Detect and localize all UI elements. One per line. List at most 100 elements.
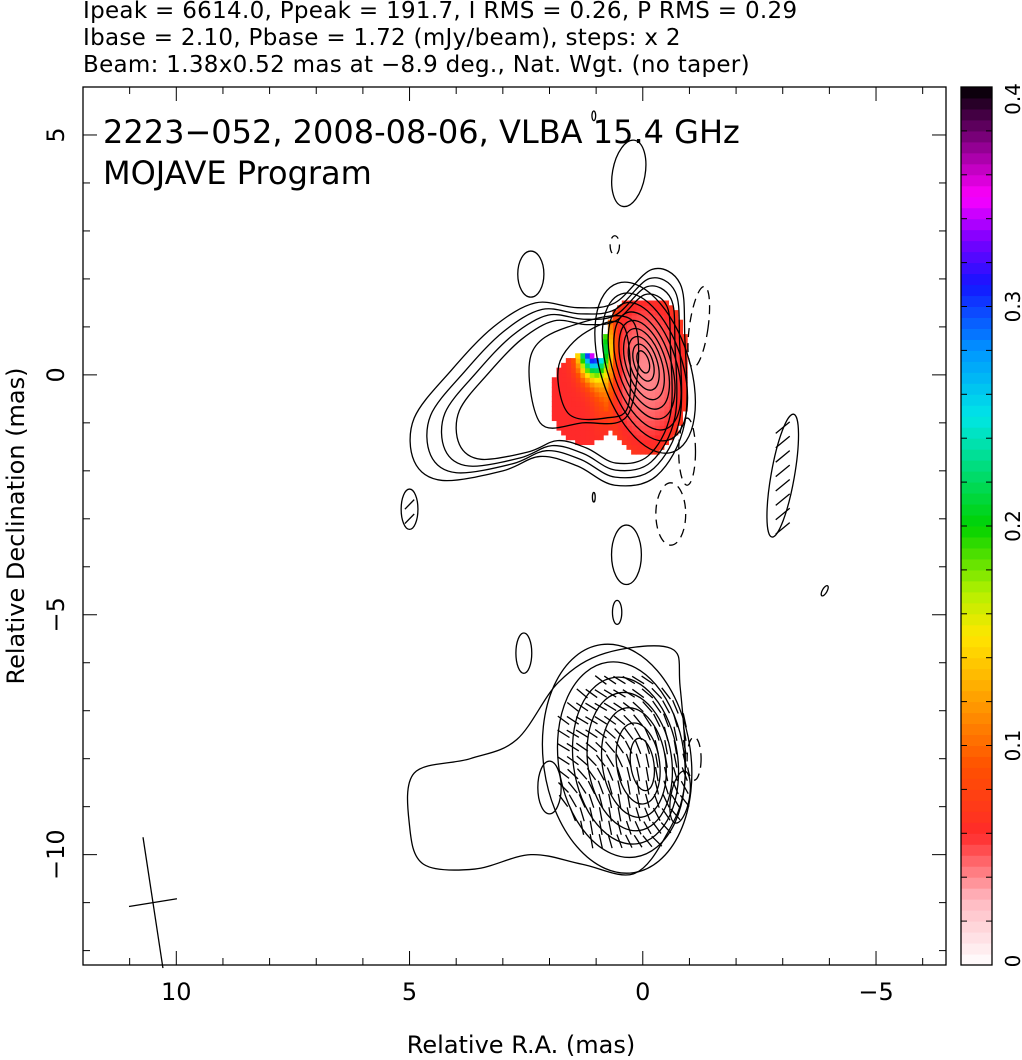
pol-pixel [640,434,646,441]
pol-pixel [579,434,586,441]
pol-pixel [551,386,558,393]
pol-pixel [561,406,567,412]
evpa-stick [672,766,679,782]
evpa-stick [672,713,679,728]
pol-pixel [673,396,679,402]
pol-pixel [575,401,581,407]
colorbar-swatch [961,822,992,834]
pol-pixel [579,430,586,436]
pol-pixel [677,338,684,345]
pol-pixel [617,430,623,436]
pol-pixel [659,362,665,369]
pol-pixel [640,343,646,350]
x-tick-label: 10 [161,978,192,1006]
pol-pixel [663,372,670,378]
pol-pixel [645,358,651,364]
colorbar-swatch [961,910,992,922]
evpa-stick [626,807,632,822]
pol-pixel [565,367,572,374]
pol-pixel [570,362,576,369]
pol-pixel [668,324,674,330]
pol-pixel [561,367,567,374]
colorbar-swatch [961,284,992,297]
pol-pixel [682,396,688,402]
evpa-stick [671,794,680,808]
pol-pixel [607,391,614,398]
pol-pixel [640,386,646,393]
evpa-stick [624,727,634,740]
colorbar-swatch [961,679,992,692]
pol-pixel [645,314,651,321]
evpa-stick [567,768,579,780]
colorbar-swatch [961,251,992,264]
evpa-stick [557,769,570,779]
pol-pixel [579,386,586,393]
pol-pixel [612,314,618,321]
pol-pixel [598,362,604,369]
evpa-stick [608,807,612,822]
pol-pixel [659,300,665,306]
colorbar-swatch [961,624,992,637]
pol-pixel [593,410,600,417]
pol-pixel [575,372,581,378]
pol-pixel [631,343,637,350]
pol-pixel [659,319,665,326]
pol-pixel [635,314,642,321]
pol-contour-side [669,770,692,824]
evpa-stick [558,794,569,808]
evpa-stick [598,793,604,809]
evpa-stick [594,729,607,739]
pol-pixel [640,314,646,321]
evpa-stick [645,780,650,795]
pol-pixel [603,348,609,354]
evpa-stick [635,753,641,768]
pol-pixel [663,377,670,383]
pol-pixel [649,410,656,417]
pol-pixel [631,439,637,446]
pol-pixel [673,334,679,340]
pol-pixel [621,391,628,398]
y-tick-label: −5 [42,597,70,632]
pol-pixel [649,434,656,441]
evpa-stick [622,675,636,685]
pol-pixel [654,420,660,426]
colorbar-swatch [961,185,992,198]
evpa-stick [566,742,580,752]
colorbar-swatch [961,547,992,560]
jet-contour-1 [426,277,683,479]
evpa-stick [673,753,678,768]
y-tick-label: 5 [42,127,70,142]
pol-pixel [612,362,618,369]
evpa-stick [634,740,642,755]
pol-pixel [645,367,651,374]
pol-pixel [635,420,642,426]
pol-pixel [589,439,595,446]
evpa-stick [664,753,668,768]
pol-pixel [565,434,572,441]
pol-pixel [579,410,586,417]
evpa-stick [566,715,580,725]
pol-pixel [589,362,595,369]
evpa-stick [641,675,654,685]
pol-pixel [556,391,562,398]
pol-pixel [575,434,581,441]
colorbar-tick-label: 0.1 [1001,730,1022,762]
pol-pixel [640,415,646,422]
pol-pixel [659,334,665,340]
pol-pixel [565,386,572,393]
pol-pixel [640,444,646,450]
map-subtitle: MOJAVE Program [103,154,372,192]
pol-pixel [575,362,581,369]
evpa-stick [680,780,689,795]
pol-pixel [603,372,609,378]
pol-pixel [617,410,623,417]
pol-pixel [640,324,646,330]
evpa-stick [575,742,589,752]
evpa-stick [613,715,626,726]
pol-pixel [561,430,567,436]
pol-pixel [570,430,576,436]
evpa-stick [775,507,791,521]
pol-pixel [589,367,595,374]
pol-pixel [575,410,581,417]
pol-pixel [649,343,656,350]
